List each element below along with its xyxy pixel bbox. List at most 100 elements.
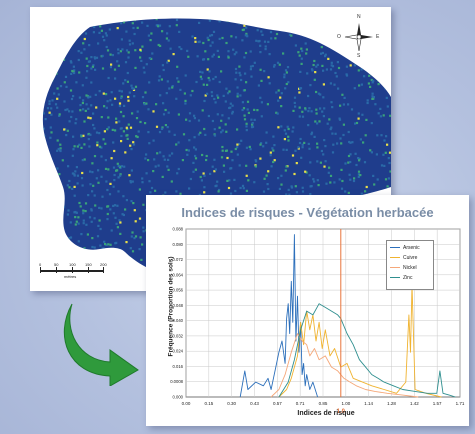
map-pixel <box>98 145 102 148</box>
map-pixel <box>107 243 110 246</box>
map-pixel <box>93 246 96 249</box>
map-pixel <box>362 141 365 144</box>
map-pixel <box>257 84 260 87</box>
map-pixel <box>84 202 88 205</box>
map-pixel <box>166 61 169 64</box>
map-pixel <box>202 172 205 175</box>
map-pixel <box>119 221 122 224</box>
map-pixel <box>79 109 82 112</box>
map-pixel <box>110 157 113 160</box>
map-pixel <box>245 81 248 84</box>
map-pixel <box>384 178 388 181</box>
map-pixel <box>275 32 279 36</box>
map-pixel <box>162 113 166 116</box>
map-pixel <box>170 180 173 183</box>
map-pixel <box>75 248 78 251</box>
y-tick-label: 0.080 <box>173 242 184 247</box>
map-pixel <box>284 132 288 135</box>
map-pixel <box>68 186 71 189</box>
map-pixel <box>63 81 66 84</box>
map-pixel <box>95 21 98 24</box>
map-pixel <box>177 113 180 116</box>
map-pixel <box>113 149 116 153</box>
map-pixel <box>245 146 248 149</box>
map-pixel <box>340 187 344 190</box>
map-pixel <box>253 61 256 64</box>
map-pixel <box>266 183 269 186</box>
map-pixel <box>270 165 273 168</box>
map-pixel <box>149 39 152 42</box>
map-pixel <box>62 33 65 36</box>
map-pixel <box>59 223 63 226</box>
map-pixel <box>275 111 278 114</box>
map-pixel <box>86 70 89 73</box>
map-pixel <box>63 252 66 255</box>
map-pixel <box>100 155 103 158</box>
map-pixel <box>57 93 60 96</box>
map-pixel <box>251 123 254 126</box>
map-pixel <box>294 149 297 152</box>
map-pixel <box>222 164 225 167</box>
map-pixel <box>388 151 391 154</box>
map-pixel <box>117 52 120 55</box>
map-pixel <box>70 115 73 119</box>
map-pixel <box>94 204 97 207</box>
map-pixel <box>209 34 212 37</box>
map-pixel <box>264 48 267 51</box>
map-pixel <box>120 95 123 98</box>
map-pixel <box>63 35 67 38</box>
map-pixel <box>133 18 136 22</box>
map-pixel <box>233 178 236 181</box>
map-pixel <box>347 103 350 106</box>
map-pixel <box>124 61 128 64</box>
map-pixel <box>140 267 143 270</box>
map-pixel <box>112 141 115 144</box>
map-pixel <box>67 255 70 258</box>
map-pixel <box>259 157 262 160</box>
map-pixel <box>162 155 165 158</box>
map-pixel <box>83 37 86 41</box>
map-pixel <box>336 61 339 64</box>
map-pixel <box>201 71 204 74</box>
map-pixel <box>168 25 171 28</box>
map-pixel <box>61 196 64 199</box>
map-pixel <box>194 168 197 171</box>
map-pixel <box>82 255 85 258</box>
map-pixel <box>160 78 163 81</box>
map-pixel <box>80 146 83 149</box>
map-pixel <box>234 67 238 71</box>
map-pixel <box>156 152 159 155</box>
map-pixel <box>118 258 121 261</box>
map-pixel <box>272 149 275 152</box>
map-pixel <box>112 212 115 215</box>
map-pixel <box>163 158 166 161</box>
map-pixel <box>42 71 44 74</box>
map-pixel <box>342 133 345 137</box>
map-pixel <box>357 69 360 72</box>
map-pixel <box>260 30 263 33</box>
map-pixel <box>251 122 254 125</box>
map-pixel <box>46 36 49 39</box>
map-pixel <box>139 236 142 239</box>
map-pixel <box>332 143 335 146</box>
map-pixel <box>77 216 80 219</box>
map-pixel <box>389 56 391 59</box>
map-pixel <box>353 64 356 67</box>
map-pixel <box>177 80 180 83</box>
map-pixel <box>383 139 386 142</box>
map-pixel <box>371 81 374 84</box>
map-pixel <box>128 174 131 177</box>
legend-item-cuivre: Cuivre <box>390 254 417 262</box>
map-pixel <box>326 122 329 125</box>
map-pixel <box>48 100 51 103</box>
map-pixel <box>287 188 290 191</box>
map-pixel <box>203 174 206 177</box>
map-pixel <box>168 130 171 133</box>
map-pixel <box>200 179 203 182</box>
map-pixel <box>213 158 216 161</box>
map-pixel <box>250 18 253 20</box>
map-pixel <box>127 264 130 267</box>
map-pixel <box>91 237 94 240</box>
map-pixel <box>260 101 263 104</box>
map-pixel <box>235 51 238 54</box>
